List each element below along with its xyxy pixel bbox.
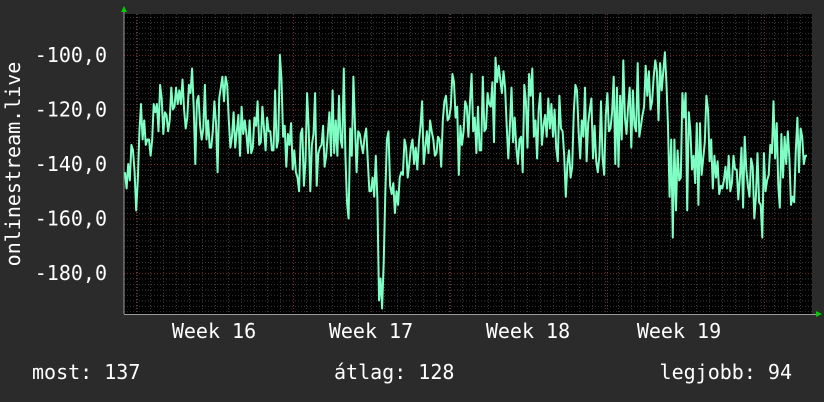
stat-average: átlag: 128: [334, 360, 455, 384]
stat-current: most: 137: [32, 360, 141, 384]
x-tick-label: Week 18: [486, 319, 570, 343]
y-axis-title: onlinestream.live: [1, 62, 25, 267]
y-axis-arrow: [121, 6, 127, 12]
series-line: [124, 51, 807, 310]
y-tick-label: -100,0: [35, 43, 107, 67]
x-axis-arrow: [816, 311, 822, 317]
x-tick-label: Week 16: [172, 319, 256, 343]
y-tick-label: -180,0: [35, 261, 107, 285]
x-tick-label: Week 19: [637, 319, 721, 343]
plot-area: [124, 14, 812, 314]
stat-best: legjobb: 94: [659, 360, 792, 384]
y-tick-label: -160,0: [35, 207, 107, 231]
x-tick-label: Week 17: [329, 319, 413, 343]
y-tick-label: -140,0: [35, 152, 107, 176]
y-tick-label: -120,0: [35, 97, 107, 121]
stats-bar: most: 137 átlag: 128 legjobb: 94: [0, 360, 824, 390]
